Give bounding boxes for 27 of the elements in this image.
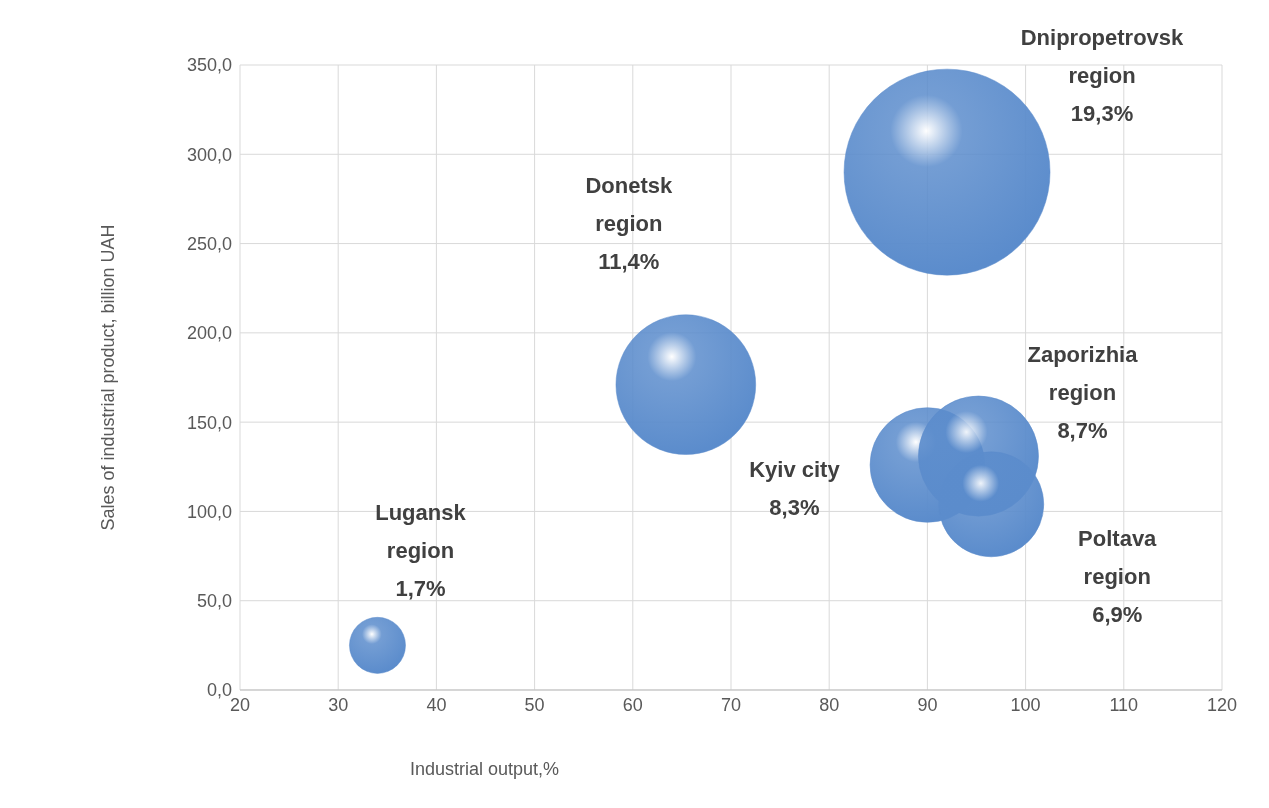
x-tick-label: 30 (328, 694, 349, 715)
y-tick-label: 250,0 (186, 233, 232, 254)
x-tick-label: 100 (1010, 694, 1041, 715)
data-label: Poltava region 6,9% (1078, 526, 1158, 628)
y-tick-label: 150,0 (186, 412, 232, 433)
x-tick-label: 90 (917, 694, 938, 715)
y-tick-label: 50,0 (196, 591, 232, 612)
data-label: Dnipropetrovsk region 19,3% (1020, 24, 1185, 126)
y-tick-label: 200,0 (186, 323, 232, 344)
y-tick-label: 100,0 (186, 501, 232, 522)
data-label: Zaporizhia region 8,7% (1027, 341, 1139, 443)
x-tick-label: 110 (1109, 694, 1139, 715)
x-tick-label: 80 (819, 694, 840, 715)
x-tick-label: 20 (229, 694, 251, 715)
x-axis-title: Industrial output,% (410, 759, 560, 779)
x-tick-label: 70 (720, 694, 742, 715)
y-tick-label: 0,0 (206, 680, 232, 701)
data-label: Kyiv city 8,3% (749, 456, 841, 520)
x-tick-label: 120 (1206, 694, 1238, 715)
y-axis-title: Sales of industrial product, billion UAH (98, 224, 119, 531)
data-label: Lugansk region 1,7% (375, 500, 467, 602)
x-tick-label: 60 (622, 694, 643, 715)
x-tick-label: 40 (426, 694, 447, 715)
y-tick-label: 350,0 (186, 55, 232, 76)
x-tick-label: 50 (524, 694, 545, 715)
data-label: Donetsk region 11,4% (585, 172, 673, 274)
y-tick-label: 300,0 (186, 144, 232, 165)
